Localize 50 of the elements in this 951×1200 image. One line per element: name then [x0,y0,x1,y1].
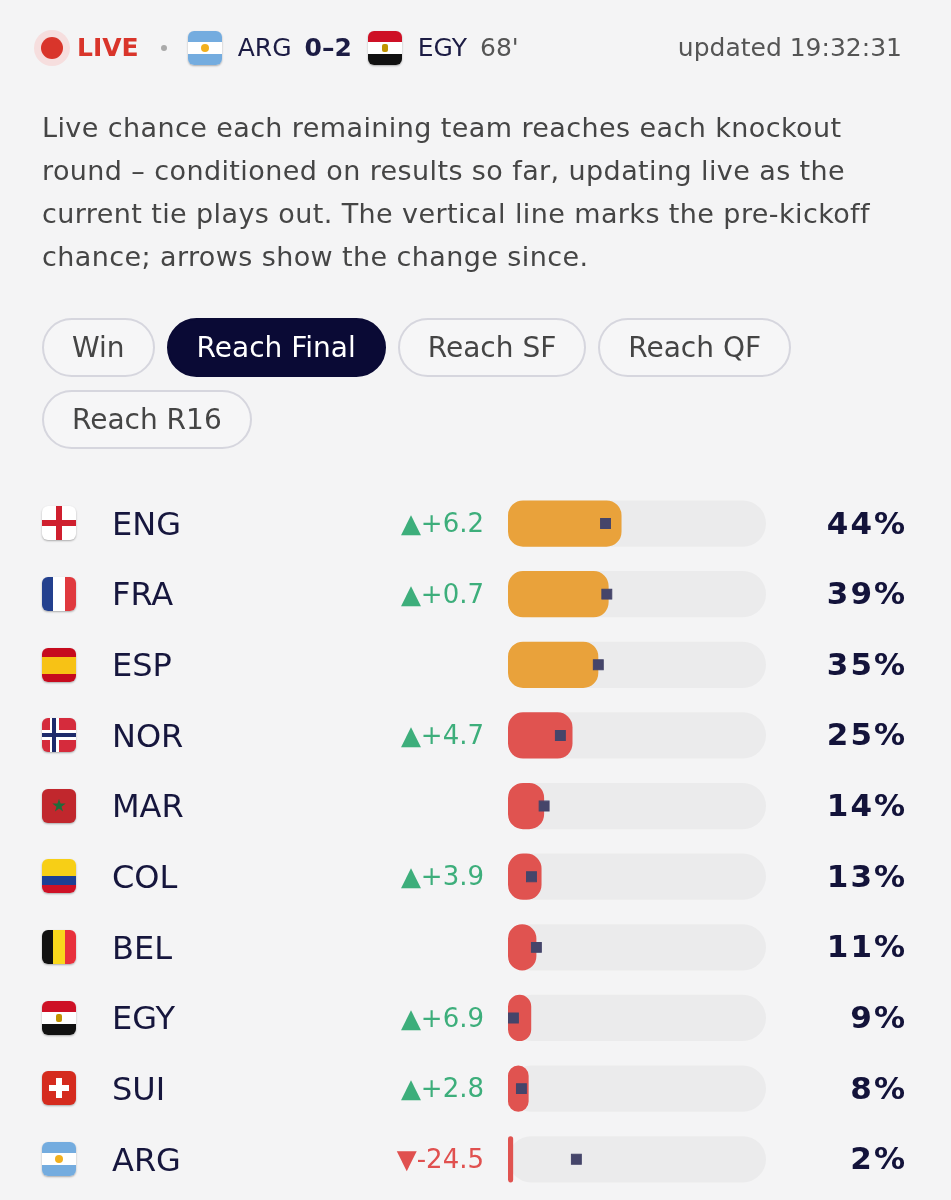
y-tick-label: MAR [112,787,184,826]
bar [508,712,573,759]
data-label: 35% [826,645,907,682]
y-tick-label: ENG [112,504,181,543]
text: updated 19:32:31 [677,32,902,64]
text: ▲+6.2 [400,508,484,539]
text: ▲+6.9 [400,1002,484,1033]
text: ▼-24.5 [396,1143,484,1174]
point [530,941,542,953]
text: EGY [417,32,468,64]
point [592,659,604,671]
text: LIVE [77,32,139,64]
point [526,871,537,882]
text: ARG [237,32,292,64]
chart-subtitle: Live chance each remaining team reaches each knockout round – conditioned on results so far, updating live as the current tie plays out. The vertical line marks the pre-kickoff chance; arrows show the change since. [42,111,871,274]
tab-button[interactable]: Win [42,318,155,377]
data-label: 14% [826,786,907,823]
data-label: 9% [850,998,907,1035]
point [538,800,550,812]
text: 0–2 [304,32,352,64]
data-label: 44% [826,504,907,541]
y-tick-label: EGY [112,999,176,1038]
y-tick-label: ESP [112,645,172,684]
tab-button[interactable]: Reach Final [166,318,386,377]
text: 68' [480,32,519,64]
tab-button[interactable]: Reach QF [598,318,792,377]
point [600,517,611,529]
point [570,1153,582,1165]
text: ▲+0.7 [400,578,484,609]
data-label: 2% [850,1140,907,1177]
y-tick-label: NOR [112,716,184,755]
y-tick-label: BEL [112,928,173,967]
data-label: 25% [826,716,907,753]
data-label: 11% [826,928,907,965]
y-tick-label: FRA [112,575,174,614]
tab-button[interactable]: Reach R16 [42,390,252,449]
data-label: 39% [826,575,907,612]
point [508,1012,519,1024]
bar [508,1135,514,1183]
point [554,729,566,741]
y-tick-label: SUI [112,1069,166,1108]
tab-button[interactable]: Reach SF [397,318,587,377]
data-label: 8% [850,1069,907,1106]
data-label: 13% [826,857,907,894]
y-tick-label: COL [112,857,178,896]
text: ▲+2.8 [400,1073,484,1104]
point [601,588,613,600]
text: ▲+4.7 [400,719,484,750]
text: ▲+3.9 [400,861,484,892]
y-tick-label: ARG [112,1140,181,1179]
